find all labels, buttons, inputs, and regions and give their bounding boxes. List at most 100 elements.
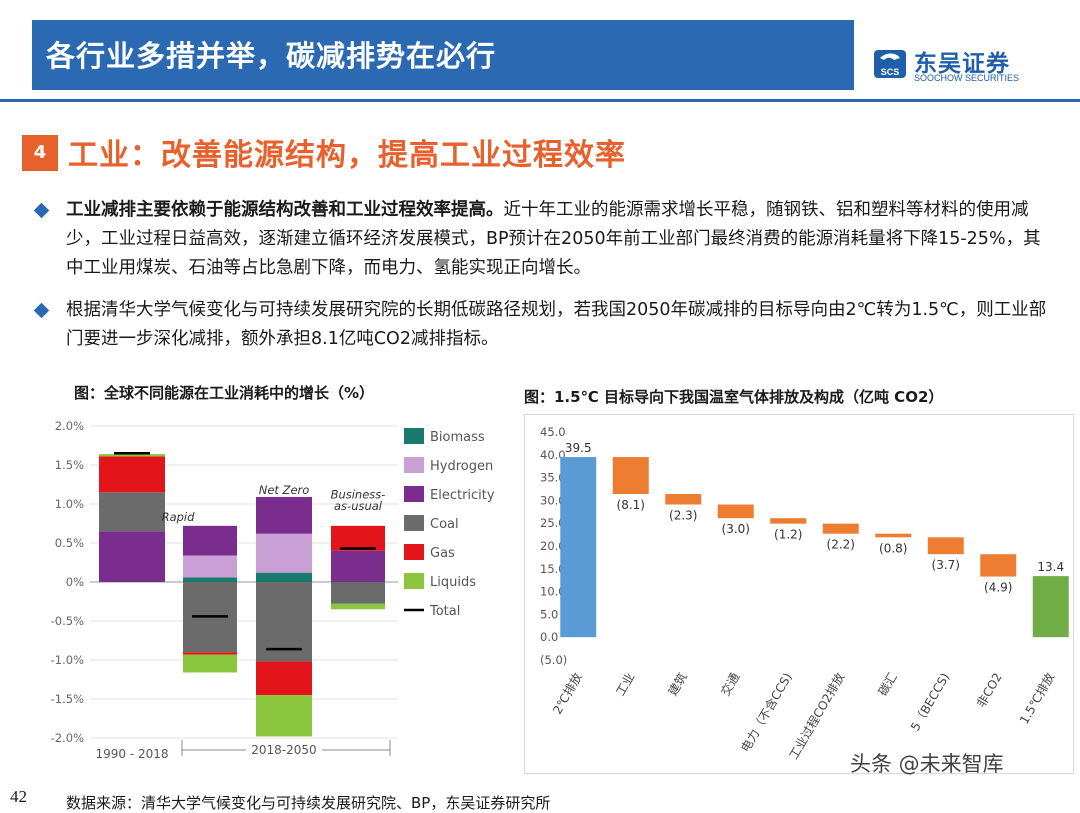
legend-label: Electricity xyxy=(430,488,495,503)
y-tick-label: 5.0 xyxy=(540,607,558,621)
x-tick-label: 2℃排放 xyxy=(549,670,585,717)
y-tick-label: 25.0 xyxy=(540,516,566,530)
waterfall-bar xyxy=(875,533,912,538)
x-tick-label: 电力（不含CCS) xyxy=(737,670,795,755)
bar-segment-coal xyxy=(99,492,165,532)
diamond-bullet-icon xyxy=(33,202,50,219)
x-tick-label: 交通 xyxy=(717,670,742,698)
x-tick-label: 建筑 xyxy=(665,670,690,698)
waterfall-bar xyxy=(560,457,597,638)
legend-swatch-biomass xyxy=(404,428,424,444)
emissions-waterfall-chart: 45.0 40.0 35.0 30.0 25.0 20.0 15.0 10.0 5.0 0.0 (5… xyxy=(540,425,1069,762)
x-tick-label: 工业 xyxy=(613,671,637,699)
bar-segment-biomass xyxy=(183,577,237,582)
x-tick-label: 碳汇 xyxy=(876,671,900,699)
data-label: (0.8) xyxy=(879,541,907,555)
y-tick-label: 10.0 xyxy=(540,585,566,599)
bar-segment-electricity xyxy=(99,531,165,582)
legend-label: Liquids xyxy=(430,575,476,590)
data-label: (2.2) xyxy=(827,538,855,552)
left-chart-caption: 图：全球不同能源在工业消耗中的增长（%） xyxy=(74,384,375,402)
bar-segment-gas xyxy=(99,456,165,493)
section-title: 工业：改善能源结构，提高工业过程效率 xyxy=(68,138,626,173)
y-tick-label: 40.0 xyxy=(540,448,566,462)
energy-growth-stacked-chart: 2.0% 1.5% 1.0% 0.5% 0% -0.5% -1.0% -1.5% -2.0% Ra… xyxy=(51,419,495,761)
section-number-badge: 4 xyxy=(22,135,58,171)
legend-label: Biomass xyxy=(430,430,485,445)
y-tick-label: 45.0 xyxy=(540,425,566,439)
legend-swatch-gas xyxy=(404,544,424,560)
data-label: (1.2) xyxy=(774,528,802,542)
y-tick-label: 35.0 xyxy=(540,471,566,485)
scenario-label: Net Zero xyxy=(259,483,310,497)
legend-label: Coal xyxy=(430,517,459,532)
legend-swatch-hydrogen xyxy=(404,457,424,473)
bar-segment-hydrogen xyxy=(256,533,312,573)
y-tick-label: 0% xyxy=(66,575,84,589)
legend-swatch-liquids xyxy=(404,573,424,589)
data-label: 39.5 xyxy=(565,441,592,455)
y-tick-label: 1.5% xyxy=(55,458,84,472)
y-tick-label: 20.0 xyxy=(540,539,566,553)
bar-segment-electricity xyxy=(256,496,312,534)
legend-label: Hydrogen xyxy=(430,459,493,474)
waterfall-bar xyxy=(665,494,702,505)
header-band xyxy=(32,20,854,90)
bar-segment-liquids xyxy=(256,695,312,737)
x-tick-label: 1.5℃排放 xyxy=(1016,670,1057,726)
y-tick-label: 1.0% xyxy=(55,497,84,511)
legend-swatch-coal xyxy=(404,515,424,531)
y-tick-label: -2.0% xyxy=(51,731,84,745)
scenario-label: Rapid xyxy=(162,510,196,524)
bullet-paragraph-1: 工业减排主要依赖于能源结构改善和工业过程效率提高。近十年工业的能源需求增长平稳，… xyxy=(33,196,1056,283)
y-tick-label: 0.0 xyxy=(540,630,558,644)
waterfall-bar xyxy=(770,518,807,524)
bullet-1-text: 近十年工业的能源需求增长平稳，随钢铁、铝和塑料等材料的使用减少，工业过程日益高效… xyxy=(66,200,1041,278)
legend-label: Total xyxy=(429,604,460,619)
bar-segment-liquids xyxy=(183,654,237,673)
svg-text:SCS: SCS xyxy=(881,67,900,77)
y-tick-label: (5.0) xyxy=(540,653,567,667)
logo-text-cn: 东吴证券 xyxy=(914,51,1010,77)
bar-segment-liquids xyxy=(99,454,165,457)
page-number: 42 xyxy=(10,787,27,806)
waterfall-bar xyxy=(717,504,754,519)
waterfall-bar xyxy=(822,523,859,534)
data-label: (8.1) xyxy=(617,498,645,512)
header-divider xyxy=(0,99,1080,102)
scenario-label: as-usual xyxy=(334,499,383,513)
x-tick-label: 工业过程CO2排放 xyxy=(786,670,848,762)
data-label: 13.4 xyxy=(1037,560,1064,574)
scenario-label: Business- xyxy=(331,488,386,502)
data-label: (4.9) xyxy=(984,581,1012,595)
x-group-label: 2018-2050 xyxy=(251,743,316,757)
bar-segment-gas xyxy=(256,661,312,696)
watermark: 头条 @未来智库 xyxy=(850,752,1004,776)
x-group-label: 1990 - 2018 xyxy=(95,747,168,761)
bar-segment-biomass xyxy=(256,572,312,582)
y-tick-label: -1.5% xyxy=(51,692,84,706)
data-label: (2.3) xyxy=(669,509,697,523)
y-tick-label: 15.0 xyxy=(540,562,566,576)
bar-segment-electricity xyxy=(183,525,237,556)
bar-segment-gas xyxy=(183,652,237,655)
company-logo: SCS 东吴证券 SOOCHOW SECURITIES xyxy=(872,46,1042,92)
bullet-paragraph-2: 根据清华大学气候变化与可持续发展研究院的长期低碳路径规划，若我国2050年碳减排… xyxy=(33,296,1056,354)
data-label: (3.7) xyxy=(932,558,960,572)
bullet-1-lead: 工业减排主要依赖于能源结构改善和工业过程效率提高。 xyxy=(66,200,504,220)
waterfall-bar xyxy=(927,537,964,555)
data-label: (3.0) xyxy=(722,522,750,536)
right-chart-caption: 图：1.5℃ 目标导向下我国温室气体排放及构成（亿吨 CO2） xyxy=(524,388,944,406)
bar-segment-gas xyxy=(331,525,385,551)
y-tick-label: -0.5% xyxy=(51,614,84,628)
waterfall-bar xyxy=(980,554,1017,577)
y-tick-label: 2.0% xyxy=(55,419,84,433)
waterfall-chart-frame xyxy=(524,414,1074,774)
data-source-note: 数据来源：清华大学气候变化与可持续发展研究院、BP，东吴证券研究所 xyxy=(66,794,551,812)
page-title: 各行业多措并举，碳减排势在必行 xyxy=(46,39,497,73)
diamond-bullet-icon xyxy=(33,302,50,319)
bullet-2-text: 根据清华大学气候变化与可持续发展研究院的长期低碳路径规划，若我国2050年碳减排… xyxy=(66,300,1047,349)
x-tick-label: 5（BECCS) xyxy=(908,671,952,734)
waterfall-bar xyxy=(1032,576,1069,638)
bar-segment-liquids xyxy=(331,603,385,610)
